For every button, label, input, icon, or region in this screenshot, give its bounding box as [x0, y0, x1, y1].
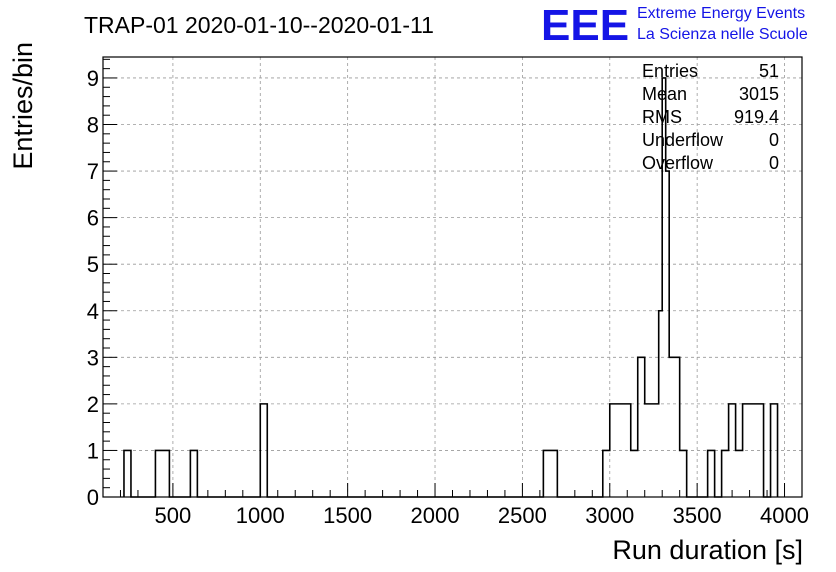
- y-axis: 0 1 2 3 4 5 6 7 8 9: [87, 58, 117, 510]
- y-tick-label: 6: [87, 206, 99, 231]
- y-tick-label: 3: [87, 345, 99, 370]
- x-tick-label: 1000: [236, 503, 285, 528]
- x-tick-label: 3500: [673, 503, 722, 528]
- chart-title: TRAP-01 2020-01-10--2020-01-11: [84, 12, 434, 38]
- stats-value: 51: [759, 61, 779, 81]
- logo: EEE Extreme Energy Events La Scienza nel…: [541, 1, 808, 50]
- y-axis-title: Entries/bin: [8, 42, 38, 170]
- stats-label: Overflow: [642, 153, 714, 173]
- stats-label: Underflow: [642, 130, 724, 150]
- x-tick-label: 2000: [411, 503, 460, 528]
- y-tick-label: 9: [87, 66, 99, 91]
- x-tick-label: 3000: [585, 503, 634, 528]
- y-tick-label: 8: [87, 113, 99, 138]
- stats-value: 919.4: [734, 107, 779, 127]
- x-tick-label: 500: [155, 503, 192, 528]
- y-tick-label: 1: [87, 438, 99, 463]
- stats-box: Entries 51 Mean 3015 RMS 919.4 Underflow 0 Overf…: [642, 61, 779, 173]
- stats-label: Entries: [642, 61, 698, 81]
- stats-value: 0: [769, 130, 779, 150]
- logo-line-2: La Scienza nelle Scuole: [637, 26, 808, 43]
- y-tick-label: 7: [87, 159, 99, 184]
- y-tick-label: 5: [87, 252, 99, 277]
- y-tick-label: 0: [87, 485, 99, 510]
- x-axis: 500 1000 1500 2000 2500 3000 3500 4000: [102, 483, 809, 528]
- stats-value: 0: [769, 153, 779, 173]
- stats-label: Mean: [642, 84, 687, 104]
- logo-line-1: Extreme Energy Events: [637, 5, 805, 22]
- x-tick-label: 4000: [760, 503, 809, 528]
- logo-mark: EEE: [541, 1, 629, 50]
- y-tick-label: 2: [87, 392, 99, 417]
- y-tick-label: 4: [87, 299, 99, 324]
- stats-value: 3015: [739, 84, 779, 104]
- x-tick-label: 2500: [498, 503, 547, 528]
- x-tick-label: 1500: [323, 503, 372, 528]
- histogram-line: [123, 77, 779, 498]
- grid-lines: [103, 57, 802, 497]
- stats-label: RMS: [642, 107, 682, 127]
- x-axis-title: Run duration [s]: [612, 535, 803, 565]
